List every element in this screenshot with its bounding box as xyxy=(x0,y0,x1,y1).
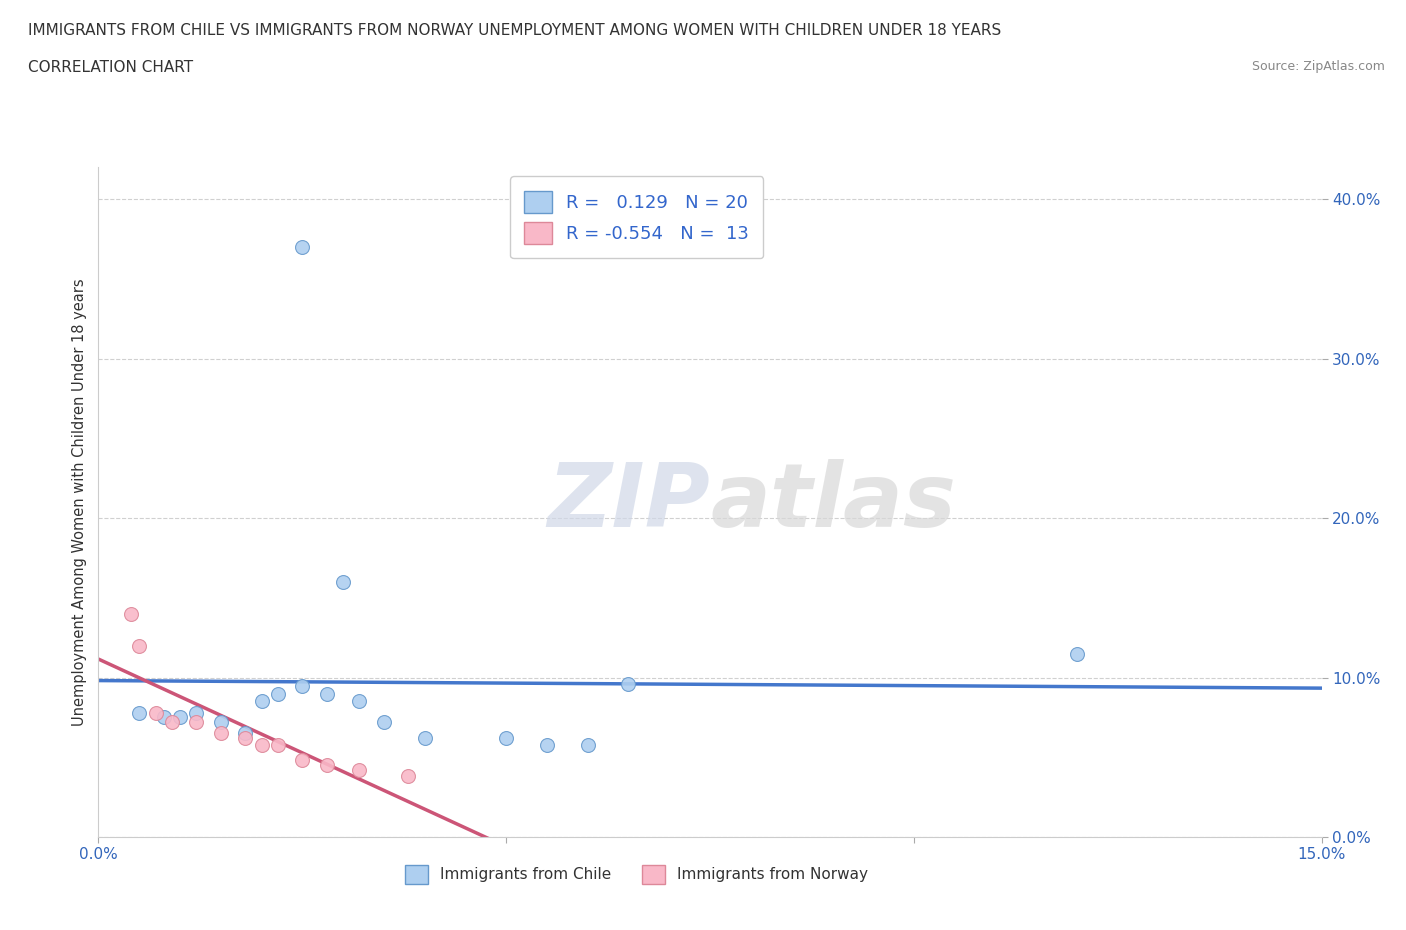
Point xyxy=(233,731,256,746)
Text: ZIP: ZIP xyxy=(547,458,710,546)
Point xyxy=(413,731,436,746)
Point xyxy=(349,763,371,777)
Point xyxy=(128,638,150,653)
Point xyxy=(209,726,232,741)
Point xyxy=(160,715,183,730)
Point xyxy=(128,705,150,720)
Point xyxy=(349,694,371,709)
Point xyxy=(291,678,314,693)
Y-axis label: Unemployment Among Women with Children Under 18 years: Unemployment Among Women with Children U… xyxy=(72,278,87,726)
Text: atlas: atlas xyxy=(710,458,956,546)
Text: IMMIGRANTS FROM CHILE VS IMMIGRANTS FROM NORWAY UNEMPLOYMENT AMONG WOMEN WITH CH: IMMIGRANTS FROM CHILE VS IMMIGRANTS FROM… xyxy=(28,23,1001,38)
Point xyxy=(576,737,599,752)
Point xyxy=(233,726,256,741)
Point xyxy=(145,705,167,720)
Point xyxy=(396,769,419,784)
Point xyxy=(332,575,354,590)
Point xyxy=(250,694,273,709)
Text: Source: ZipAtlas.com: Source: ZipAtlas.com xyxy=(1251,60,1385,73)
Point xyxy=(1066,646,1088,661)
Text: CORRELATION CHART: CORRELATION CHART xyxy=(28,60,193,75)
Point xyxy=(373,715,395,730)
Point xyxy=(152,710,174,724)
Point xyxy=(186,715,208,730)
Point xyxy=(617,676,640,691)
Point xyxy=(495,731,517,746)
Point xyxy=(169,710,191,724)
Point xyxy=(120,606,142,621)
Point xyxy=(250,737,273,752)
Point xyxy=(315,758,337,773)
Legend: Immigrants from Chile, Immigrants from Norway: Immigrants from Chile, Immigrants from N… xyxy=(399,858,875,890)
Point xyxy=(315,686,337,701)
Point xyxy=(267,737,290,752)
Point xyxy=(291,240,314,255)
Point xyxy=(209,715,232,730)
Point xyxy=(536,737,558,752)
Point xyxy=(186,705,208,720)
Point xyxy=(291,753,314,768)
Point xyxy=(267,686,290,701)
